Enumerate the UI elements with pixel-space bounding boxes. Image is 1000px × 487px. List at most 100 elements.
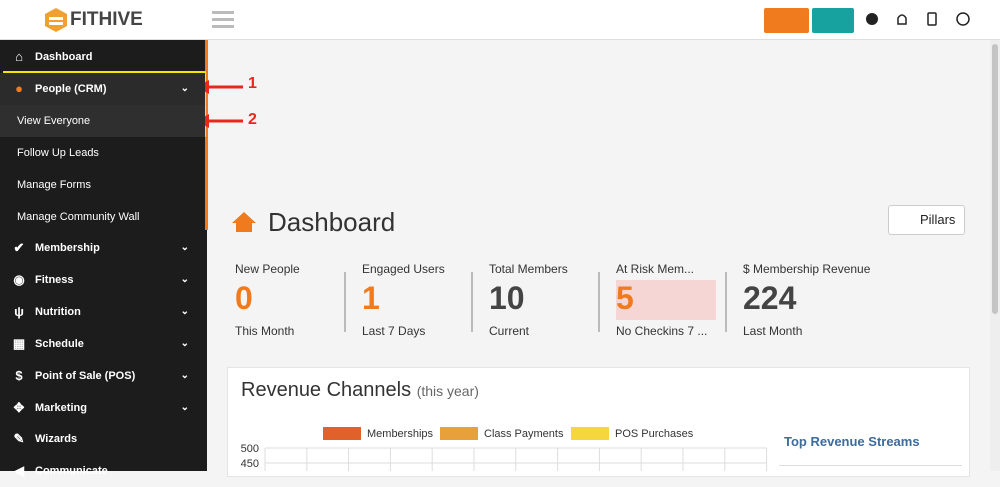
legend-label: Class Payments	[484, 428, 564, 440]
nav-label: Dashboard	[35, 51, 93, 63]
stat-value: 224	[743, 280, 797, 316]
separator	[598, 272, 600, 332]
chevron: ⌄	[180, 370, 189, 381]
nav-icon: ✔	[13, 240, 25, 255]
revenue-chart: Memberships Class Payments POS Purchases 50…	[241, 427, 768, 471]
scroll-accent	[205, 40, 208, 230]
y-tick-label: 500	[241, 443, 259, 455]
nav-label: Schedule	[35, 338, 84, 350]
chevron: ⌄	[180, 338, 189, 349]
nav-icon: ⌂	[15, 49, 23, 64]
nav-icon: ψ	[14, 304, 24, 319]
nav-label: Manage Forms	[17, 179, 91, 191]
home-icon	[232, 212, 256, 232]
nav-icon: $	[15, 368, 23, 383]
nav-item[interactable]: Point of Sale (POS) $ ⌄	[0, 360, 205, 392]
nav-item[interactable]: View Everyone	[0, 105, 205, 137]
separator	[725, 272, 727, 332]
stat: Engaged Users 1 Last 7 Days	[362, 262, 472, 338]
pillars-button[interactable]: Pillars	[888, 205, 965, 235]
separator	[471, 272, 473, 332]
legend-swatch	[571, 427, 609, 440]
nav-label: People (CRM)	[35, 83, 107, 95]
chevron: ⌄	[180, 242, 189, 253]
nav-label: View Everyone	[17, 115, 91, 127]
nav-item[interactable]: Schedule ▦ ⌄	[0, 328, 205, 360]
subtitle: (this year)	[416, 383, 479, 399]
page-title: Dashboard	[268, 207, 396, 237]
nav-label: Nutrition	[35, 306, 81, 318]
divider	[779, 465, 962, 466]
title: Revenue Channels	[241, 379, 412, 401]
top-icons	[866, 12, 970, 26]
top-bar: FITHIVE	[0, 0, 1000, 40]
nav-icon: ✎	[13, 431, 25, 446]
annotation: 1	[248, 75, 257, 92]
chevron: ⌄	[180, 402, 189, 413]
nav-label: Communicate	[35, 465, 108, 477]
nav-icon: ●	[15, 81, 23, 96]
button-label: Pillars	[920, 212, 956, 227]
nav-item[interactable]: Nutrition ψ ⌄	[0, 296, 205, 328]
nav-item[interactable]: Follow Up Leads	[0, 137, 205, 169]
stat-sub: Last Month	[743, 324, 803, 338]
stat-label: $ Membership Revenue	[743, 262, 871, 276]
stat-value: 0	[235, 280, 253, 316]
legend-swatch	[323, 427, 361, 440]
nav-item[interactable]: Marketing ✥ ⌄	[0, 392, 205, 424]
stat: New People 0 This Month	[235, 262, 345, 338]
side-title: Top Revenue Streams	[784, 434, 920, 449]
logo: FITHIVE	[70, 9, 143, 30]
stat-sub: Current	[489, 324, 530, 338]
y-tick-label: 450	[241, 458, 259, 470]
logo-icon	[45, 8, 67, 32]
stat: Total Members 10 Current	[489, 262, 599, 338]
stat-value: 10	[489, 280, 525, 316]
legend-label: Memberships	[367, 428, 434, 440]
annotation: 2	[248, 111, 257, 128]
arrows	[197, 80, 243, 128]
nav-label: Manage Community Wall	[17, 211, 140, 223]
scrollbar	[990, 40, 1000, 471]
nav-icon: ◉	[13, 272, 25, 287]
stat-value: 1	[362, 280, 380, 316]
nav-label: Follow Up Leads	[17, 147, 99, 159]
stat-sub: No Checkins 7 ...	[616, 324, 708, 338]
nav-item[interactable]: Fitness ◉ ⌄	[0, 264, 205, 296]
nav-item[interactable]: Manage Community Wall	[0, 201, 205, 233]
nav-item[interactable]: Communicate ◀	[0, 455, 205, 487]
nav-icon: ▦	[12, 336, 26, 351]
stat-sub: This Month	[235, 324, 295, 338]
stat-value: 5	[616, 280, 716, 320]
nav-item[interactable]: Wizards ✎	[0, 423, 205, 455]
stat-label: Engaged Users	[362, 262, 445, 276]
nav-item[interactable]: Dashboard ⌂	[0, 41, 205, 73]
chevron: ⌄	[180, 306, 189, 317]
clock-button[interactable]	[812, 8, 854, 33]
alert-button[interactable]	[764, 8, 809, 33]
nav-icon: ✥	[13, 400, 25, 415]
stat: $ Membership Revenue 224 Last Month	[743, 262, 883, 338]
nav-label: Marketing	[35, 402, 87, 414]
nav-label: Fitness	[35, 274, 74, 286]
stat-label: New People	[235, 262, 300, 276]
stat: At Risk Mem... 5 No Checkins 7 ...	[616, 262, 726, 338]
nav-item[interactable]: People (CRM) ● ⌄	[0, 73, 205, 105]
nav-item[interactable]: Manage Forms	[0, 169, 205, 201]
chevron: ⌄	[180, 274, 189, 285]
separator	[344, 272, 346, 332]
menu-toggle[interactable]	[212, 10, 234, 28]
legend-swatch	[440, 427, 478, 440]
nav-item[interactable]: Membership ✔ ⌄	[0, 232, 205, 264]
nav-label: Wizards	[35, 433, 78, 445]
card-title: Revenue Channels (this year)	[241, 379, 479, 402]
nav-label: Point of Sale (POS)	[35, 370, 136, 382]
stat-label: Total Members	[489, 262, 568, 276]
legend-label: POS Purchases	[615, 428, 694, 440]
nav-icon: ◀	[14, 463, 24, 478]
chevron: ⌄	[180, 83, 189, 94]
stat-sub: Last 7 Days	[362, 324, 426, 338]
nav-label: Membership	[35, 242, 100, 254]
scroll-thumb[interactable]	[992, 44, 998, 314]
